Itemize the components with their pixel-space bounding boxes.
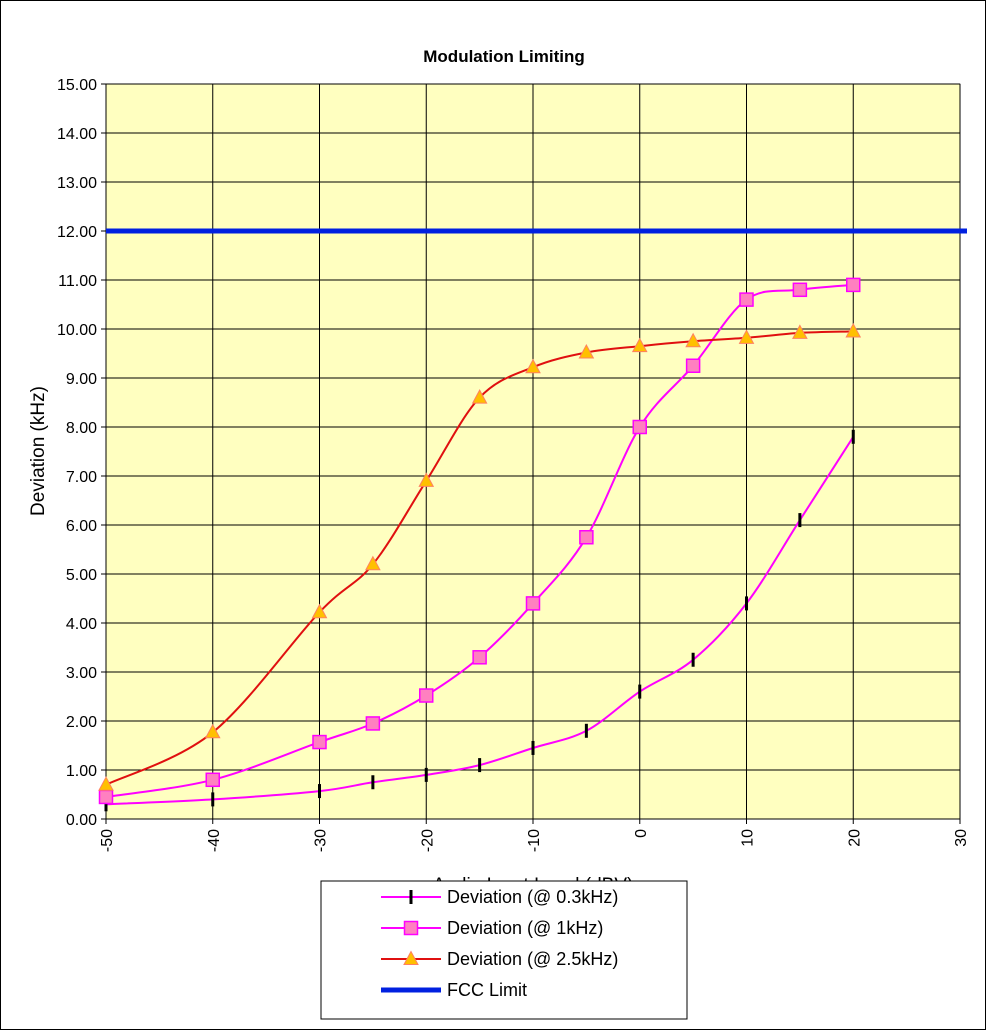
series-1-point-8: [632, 419, 647, 435]
x-tick-label-0: -50: [99, 829, 116, 852]
series-1-point-11: [792, 282, 808, 298]
series-1-point-10: [739, 292, 754, 307]
y-tick-label-14: 14.00: [57, 126, 97, 143]
series-1-point-7: [579, 530, 594, 545]
series-2-point-11: [792, 324, 808, 339]
y-tick-label-6: 6.00: [66, 518, 97, 535]
y-tick-label-3: 3.00: [66, 665, 97, 682]
y-tick-label-7: 7.00: [66, 469, 97, 486]
legend-swatch-marker-1: [403, 920, 419, 936]
y-tick-label-12: 12.00: [57, 224, 97, 241]
y-tick-label-13: 13.00: [57, 175, 97, 192]
y-tick-label-0: 0.00: [66, 812, 97, 829]
series-1-point-5: [472, 650, 487, 665]
series-2-point-9: [685, 332, 701, 348]
x-tick-label-4: -10: [526, 829, 543, 852]
series-2-point-2: [311, 603, 328, 619]
y-tick-label-1: 1.00: [66, 763, 97, 780]
y-tick-label-10: 10.00: [57, 322, 97, 339]
x-tick-label-2: -30: [313, 829, 330, 852]
x-tick-label-5: 0: [633, 829, 650, 838]
x-tick-label-1: -40: [206, 829, 223, 852]
series-2-point-10: [738, 329, 755, 344]
series-1-point-9: [685, 358, 701, 373]
y-tick-label-5: 5.00: [66, 567, 97, 584]
series-1-point-1: [205, 772, 220, 788]
series-2-point-4: [418, 472, 435, 487]
series-0: [104, 429, 855, 812]
chart-title: Modulation Limiting: [423, 47, 584, 66]
x-tick-label-6: 10: [740, 829, 757, 847]
y-tick-label-9: 9.00: [66, 371, 97, 388]
series-2-point-8: [631, 337, 648, 353]
y-tick-label-2: 2.00: [66, 714, 97, 731]
axes: 0.00 1.00 2.00 3.00 4.00 5.00 6.00 7.00 8.00 9.00…: [57, 77, 970, 852]
series-2-point-12: [845, 322, 862, 338]
series-1-point-3: [365, 716, 381, 731]
series-2: [98, 322, 862, 791]
y-axis-title: Deviation (kHz): [28, 386, 49, 516]
series-2-point-7: [578, 343, 595, 359]
legend-label-0: Deviation (@ 0.3kHz): [447, 887, 618, 907]
legend-label-3: FCC Limit: [447, 980, 527, 1000]
legend-label-1: Deviation (@ 1kHz): [447, 918, 603, 938]
x-tick-label-3: -20: [419, 829, 436, 852]
y-tick-label-15: 15.00: [57, 77, 97, 94]
series-2-point-3: [365, 555, 381, 571]
x-tick-label-7: 20: [846, 829, 863, 847]
x-tick-label-8: 30: [953, 829, 970, 847]
series-1-point-2: [312, 734, 327, 750]
y-tick-label-11: 11.00: [58, 273, 97, 290]
series-2-point-1: [204, 723, 221, 739]
series-line-2: [105, 330, 854, 786]
legend-label-2: Deviation (@ 2.5kHz): [447, 949, 618, 969]
series-1-point-0: [98, 789, 114, 805]
y-tick-label-8: 8.00: [66, 420, 97, 437]
series-1: [98, 277, 861, 805]
series-1-point-4: [419, 688, 434, 703]
series-1-point-6: [525, 596, 541, 611]
legend: Deviation (@ 0.3kHz) Deviation (@ 1kHz) De…: [320, 880, 688, 1020]
y-tick-label-4: 4.00: [66, 616, 97, 633]
legend-swatch-marker-2: [403, 950, 419, 965]
series-1-point-12: [846, 277, 861, 293]
series-2-point-5: [471, 389, 488, 404]
series-layer: [98, 228, 967, 812]
series-2-point-0: [98, 776, 114, 791]
series-2-point-6: [525, 358, 541, 374]
legend-box: [320, 880, 688, 1020]
